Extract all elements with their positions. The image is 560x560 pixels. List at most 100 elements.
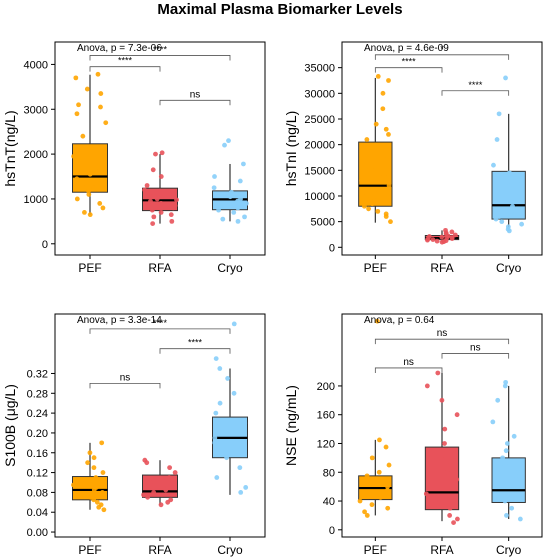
data-point-cryo: [503, 448, 509, 454]
data-point-pef: [78, 480, 84, 485]
data-point-rfa: [439, 234, 445, 240]
data-point-rfa: [167, 465, 173, 471]
data-point-cryo: [235, 218, 241, 224]
data-point-cryo: [215, 450, 221, 456]
box-pef: [72, 143, 108, 193]
data-point-cryo: [517, 516, 523, 522]
data-point-pef: [91, 455, 97, 461]
data-point-pef: [91, 465, 97, 471]
data-point-rfa: [147, 194, 153, 200]
data-point-pef: [375, 73, 381, 79]
data-point-cryo: [496, 214, 502, 219]
data-point-rfa: [144, 183, 150, 188]
y-tick-label: 80: [323, 467, 335, 479]
x-tick-label: Cryo: [217, 543, 243, 557]
y-tick-label: 0.32: [27, 368, 48, 380]
y-axis-label: hsTnI (ng/L): [283, 111, 299, 186]
data-point-pef: [99, 490, 105, 495]
data-point-cryo: [237, 178, 243, 184]
data-point-rfa: [171, 192, 176, 197]
data-point-pef: [71, 153, 77, 159]
data-point-pef: [85, 460, 91, 466]
data-point-rfa: [447, 513, 453, 518]
data-point-pef: [103, 120, 109, 126]
data-point-pef: [99, 440, 105, 446]
chart-panel-nse: 0 40 80 120 160 200 NSE (ng/mL) PEF RFA Cryo ns ns n…: [283, 313, 543, 557]
data-point-cryo: [235, 425, 241, 431]
data-point-cryo: [213, 410, 219, 416]
data-point-rfa: [169, 218, 175, 224]
data-point-pef: [386, 183, 392, 189]
data-point-pef: [376, 469, 382, 475]
anova-annotation: Anova, p = 0.64: [364, 315, 435, 326]
data-point-pef: [373, 121, 379, 127]
comparison-label: ns: [403, 357, 414, 368]
data-point-pef: [383, 157, 389, 163]
data-point-rfa: [172, 470, 178, 475]
data-point-rfa: [430, 237, 436, 243]
data-point-rfa: [423, 491, 429, 497]
data-point-cryo: [231, 321, 237, 327]
data-point-cryo: [218, 192, 224, 197]
comparison-bracket: [159, 99, 231, 106]
data-point-rfa: [442, 426, 448, 432]
data-point-cryo: [214, 475, 220, 480]
data-point-pef: [368, 165, 374, 171]
data-point-cryo: [509, 505, 515, 511]
data-point-rfa: [158, 174, 164, 179]
data-point-cryo: [231, 210, 237, 215]
data-point-pef: [95, 71, 101, 77]
data-point-rfa: [165, 499, 171, 505]
comparison-label: ****: [402, 57, 417, 67]
data-point-rfa: [435, 370, 441, 376]
data-point-cryo: [490, 419, 496, 425]
comparison-bracket: [374, 338, 510, 345]
data-point-pef: [388, 219, 393, 225]
y-tick-label: 160: [317, 410, 335, 422]
data-point-rfa: [434, 238, 440, 244]
data-point-cryo: [216, 207, 221, 213]
y-tick-label: 2000: [24, 149, 48, 161]
y-tick-label: 0.04: [27, 507, 48, 519]
data-point-pef: [385, 484, 390, 490]
y-tick-label: 15000: [304, 165, 335, 177]
chart-panel-s100b: 0.00 0.04 0.08 0.12 0.16 0.20 0.24 0.28 0.32 S100…: [2, 313, 266, 557]
data-point-rfa: [449, 236, 455, 241]
data-point-cryo: [502, 498, 508, 504]
data-point-pef: [368, 477, 374, 482]
data-point-pef: [82, 210, 87, 215]
data-point-rfa: [454, 412, 460, 418]
comparison-label: ns: [190, 89, 201, 100]
y-tick-label: 0.24: [27, 408, 48, 420]
y-tick-label: 4000: [24, 59, 48, 71]
data-point-pef: [381, 173, 387, 178]
data-point-rfa: [150, 167, 156, 173]
data-point-pef: [364, 137, 370, 142]
data-point-cryo: [502, 462, 508, 468]
data-point-pef: [369, 491, 375, 497]
data-point-rfa: [447, 505, 453, 511]
data-point-pef: [98, 104, 103, 110]
data-point-cryo: [500, 455, 506, 461]
data-point-cryo: [516, 193, 522, 199]
data-point-pef: [364, 473, 370, 479]
y-tick-label: 0.16: [27, 448, 48, 460]
y-tick-label: 1000: [24, 194, 48, 206]
comparison-bracket: [374, 67, 443, 73]
y-tick-label: 0.20: [27, 428, 48, 440]
y-tick-label: 120: [317, 438, 335, 450]
data-point-cryo: [516, 198, 522, 204]
data-point-pef: [79, 160, 85, 166]
data-point-rfa: [451, 520, 456, 526]
data-point-pef: [361, 203, 367, 209]
data-point-rfa: [168, 212, 174, 218]
data-point-pef: [366, 206, 371, 212]
data-point-rfa: [174, 197, 179, 203]
data-point-pef: [71, 482, 76, 488]
data-point-pef: [383, 214, 389, 219]
comparison-bracket: [441, 353, 510, 359]
data-point-rfa: [449, 229, 455, 235]
data-point-rfa: [170, 205, 176, 211]
data-point-pef: [101, 507, 107, 513]
